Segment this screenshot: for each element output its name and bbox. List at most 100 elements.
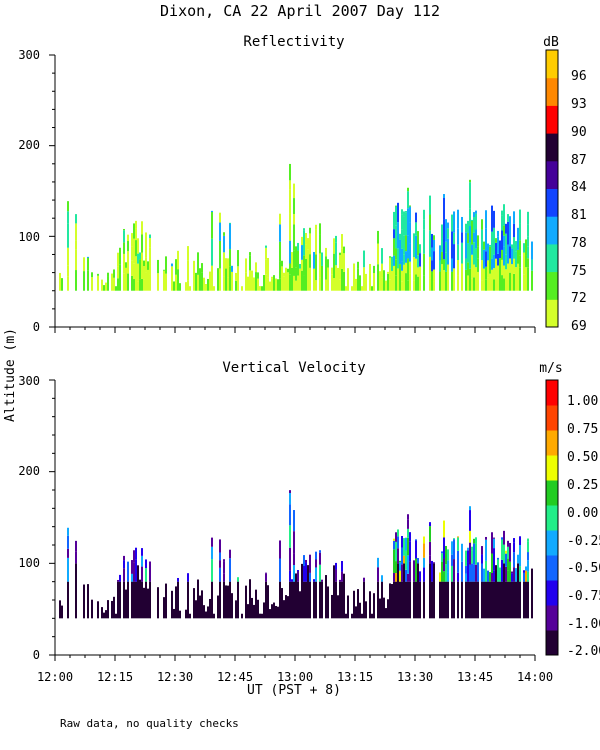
reflectivity-cell — [325, 247, 327, 257]
velocity-cell — [291, 581, 293, 619]
reflectivity-cell — [67, 211, 69, 224]
velocity-cell — [331, 594, 333, 619]
reflectivity-cell — [415, 258, 417, 275]
reflectivity-cell — [309, 267, 311, 291]
reflectivity-cell — [401, 214, 403, 230]
reflectivity-cell — [409, 206, 411, 223]
reflectivity-cell — [499, 269, 501, 291]
velocity-cell — [67, 557, 69, 582]
x-tick-label: 13:00 — [277, 670, 313, 684]
velocity-cell — [293, 510, 295, 532]
reflectivity-cell — [393, 211, 395, 230]
x-tick-label: 12:30 — [157, 670, 193, 684]
reflectivity-cell — [441, 238, 443, 252]
velocity-cell — [465, 565, 467, 574]
velocity-cell — [527, 552, 529, 561]
reflectivity-cell — [415, 235, 417, 259]
reflectivity-cell — [137, 281, 139, 291]
velocity-cell — [453, 559, 455, 582]
reflectivity-cell — [87, 256, 89, 258]
velocity-cell — [303, 566, 305, 582]
reflectivity-cell — [531, 270, 533, 291]
reflectivity-cell — [453, 232, 455, 245]
velocity-cell — [509, 561, 511, 582]
reflectivity-cell — [103, 285, 105, 291]
velocity-cell — [465, 573, 467, 582]
reflectivity-cell — [509, 216, 511, 225]
reflectivity-cell — [333, 238, 335, 254]
reflectivity-cell — [393, 238, 395, 256]
reflectivity-cell — [223, 252, 225, 277]
reflectivity-cell — [297, 242, 299, 251]
velocity-colorbar-labels: -2.00 -1.00 -0.75 -0.50 -0.25 0.00 0.25 … — [567, 394, 600, 659]
velocity-cell — [75, 551, 77, 564]
velocity-cell — [393, 549, 395, 573]
colorbar-label: -0.50 — [567, 561, 600, 576]
velocity-cell — [293, 531, 295, 554]
reflectivity-cell — [149, 234, 151, 239]
velocity-cell — [439, 581, 441, 619]
reflectivity-cell — [429, 195, 431, 215]
reflectivity-cell — [141, 252, 143, 279]
velocity-cell — [309, 572, 311, 582]
reflectivity-cell — [123, 253, 125, 274]
colorbar-swatch — [546, 505, 558, 531]
velocity-cell — [443, 537, 445, 559]
velocity-cell — [223, 559, 225, 562]
velocity-cell — [149, 561, 151, 582]
velocity-cell — [405, 537, 407, 551]
velocity-cell — [469, 506, 471, 511]
velocity-cell — [457, 537, 459, 551]
velocity-cell — [219, 539, 221, 553]
reflectivity-cell — [119, 264, 121, 291]
reflectivity-cell — [175, 259, 177, 275]
velocity-cell — [179, 610, 181, 619]
velocity-cell — [337, 595, 339, 619]
reflectivity-cell — [131, 260, 133, 276]
velocity-cell — [409, 561, 411, 582]
reflectivity-cell — [393, 255, 395, 266]
reflectivity-cell — [503, 246, 505, 266]
velocity-cell — [133, 550, 135, 563]
velocity-cell — [417, 563, 419, 619]
reflectivity-cell — [197, 274, 199, 291]
reflectivity-cell — [409, 261, 411, 274]
velocity-panel-title: Vertical Velocity — [222, 360, 365, 376]
reflectivity-cell — [131, 246, 133, 261]
reflectivity-cell — [519, 210, 521, 224]
reflectivity-cell — [225, 268, 227, 291]
reflectivity-cell — [359, 275, 361, 291]
reflectivity-cell — [339, 252, 341, 255]
velocity-cell — [315, 559, 317, 568]
velocity-cell — [399, 581, 401, 619]
reflectivity-cell — [297, 275, 299, 291]
velocity-cell — [377, 581, 379, 619]
velocity-cell — [131, 560, 133, 574]
reflectivity-cell — [511, 248, 513, 265]
reflectivity-cell — [433, 239, 435, 252]
reflectivity-cell — [355, 278, 357, 291]
velocity-cell — [123, 568, 125, 582]
reflectivity-cell — [423, 219, 425, 230]
velocity-cell — [477, 562, 479, 582]
reflectivity-cell — [347, 275, 349, 291]
velocity-cell — [269, 609, 271, 619]
reflectivity-cell — [321, 265, 323, 291]
reflectivity-cell — [291, 252, 293, 268]
velocity-cell — [441, 581, 443, 619]
reflectivity-cell — [293, 224, 295, 251]
x-tick-label: 12:45 — [217, 670, 253, 684]
reflectivity-cell — [503, 278, 505, 291]
velocity-colorbar-unit: m/s — [539, 361, 562, 376]
reflectivity-cell — [135, 220, 137, 229]
velocity-cell — [531, 568, 533, 619]
velocity-cell — [441, 551, 443, 554]
reflectivity-cell — [527, 224, 529, 237]
x-axis-title: UT (PST + 8) — [247, 683, 341, 698]
reflectivity-cell — [229, 223, 231, 250]
reflectivity-cell — [419, 253, 421, 267]
velocity-cell — [431, 560, 433, 582]
velocity-cell — [251, 597, 253, 619]
reflectivity-cell — [513, 273, 515, 291]
velocity-cell — [309, 554, 311, 556]
